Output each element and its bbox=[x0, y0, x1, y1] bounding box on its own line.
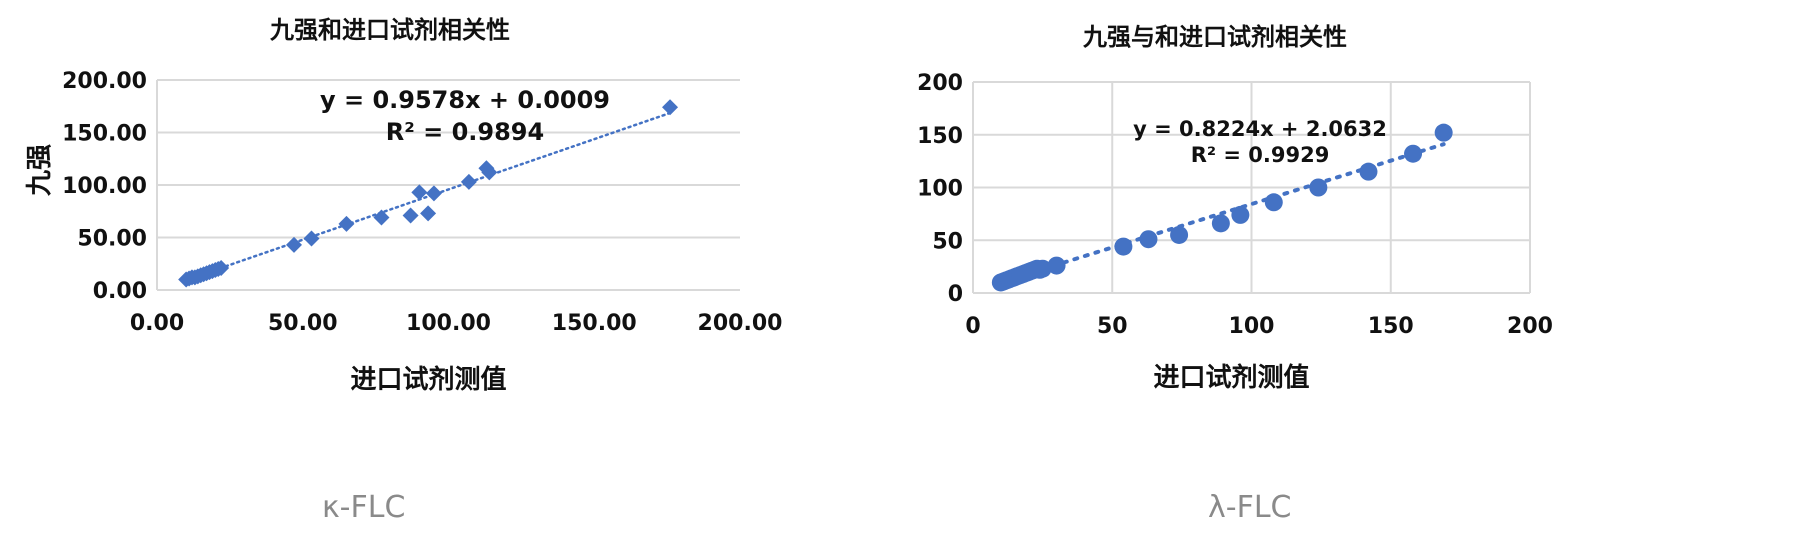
y-tick-label: 200.00 bbox=[62, 69, 147, 94]
x-tick-label: 200.00 bbox=[698, 311, 783, 336]
chart-title: 九强和进口试剂相关性 bbox=[269, 16, 510, 44]
data-point bbox=[1047, 256, 1066, 275]
y-tick-label: 150 bbox=[917, 124, 963, 149]
x-tick-label: 100.00 bbox=[406, 311, 491, 336]
kappa-flc-chart: 0.00 0.00 50.00 50.00 100.00 100.00 150.00 150.… bbox=[25, 16, 783, 395]
y-axis-title: 九强 bbox=[25, 144, 55, 197]
data-point bbox=[1170, 225, 1189, 244]
trendline-equation: y = 0.8224x + 2.0632 bbox=[1133, 117, 1387, 141]
y-tick-label: 0 bbox=[948, 282, 963, 307]
x-tick-label: 150 bbox=[1368, 314, 1414, 339]
x-tick-label: 50.00 bbox=[268, 311, 338, 336]
data-point bbox=[286, 236, 303, 253]
trendline-equation: y = 0.9578x + 0.0009 bbox=[320, 86, 610, 114]
lambda-flc-chart: 00 50 50 100 100 150 150 200 200 九强与和进口试剂相关性 y = 0… bbox=[917, 23, 1553, 393]
y-tick-label: 50 bbox=[932, 229, 963, 254]
x-tick-label: 100 bbox=[1229, 314, 1275, 339]
y-tick-label: 100 bbox=[917, 177, 963, 202]
y-tick-label: 0.00 bbox=[93, 279, 147, 304]
data-point bbox=[1309, 178, 1328, 197]
data-point bbox=[1404, 144, 1423, 163]
kappa-caption: κ-FLC bbox=[322, 490, 406, 525]
x-tick-label: 0 bbox=[965, 314, 980, 339]
data-point bbox=[460, 173, 477, 190]
data-point bbox=[1139, 230, 1158, 249]
data-point bbox=[1434, 123, 1453, 142]
y-tick-label: 200 bbox=[917, 71, 963, 96]
x-tick-label: 200 bbox=[1507, 314, 1553, 339]
data-point bbox=[411, 184, 428, 201]
y-tick-label: 150.00 bbox=[62, 122, 147, 147]
x-axis-title: 进口试剂测值 bbox=[350, 365, 506, 395]
lambda-caption: λ-FLC bbox=[1208, 490, 1292, 525]
x-axis-title: 进口试剂测值 bbox=[1153, 363, 1309, 393]
x-tick-label: 50 bbox=[1097, 314, 1128, 339]
data-point bbox=[481, 164, 498, 181]
trendline bbox=[184, 111, 672, 282]
data-point bbox=[1211, 214, 1230, 233]
data-point bbox=[1359, 162, 1378, 181]
data-point bbox=[303, 230, 320, 247]
data-point bbox=[1231, 205, 1250, 224]
data-point bbox=[662, 99, 679, 116]
x-tick-label: 0.00 bbox=[130, 311, 184, 336]
y-tick-label: 100.00 bbox=[62, 174, 147, 199]
data-point bbox=[213, 259, 230, 276]
r-squared-label: R² = 0.9929 bbox=[1191, 143, 1330, 167]
data-point bbox=[1264, 193, 1283, 212]
data-point bbox=[338, 215, 355, 232]
x-tick-label: 150.00 bbox=[552, 311, 637, 336]
data-point bbox=[402, 207, 419, 224]
y-tick-label: 50.00 bbox=[77, 227, 147, 252]
data-point bbox=[1114, 237, 1133, 256]
data-point bbox=[1033, 259, 1052, 278]
r-squared-label: R² = 0.9894 bbox=[386, 118, 544, 146]
data-point bbox=[420, 205, 437, 222]
chart-title: 九强与和进口试剂相关性 bbox=[1082, 23, 1347, 51]
data-point bbox=[425, 185, 442, 202]
data-point bbox=[373, 209, 390, 226]
